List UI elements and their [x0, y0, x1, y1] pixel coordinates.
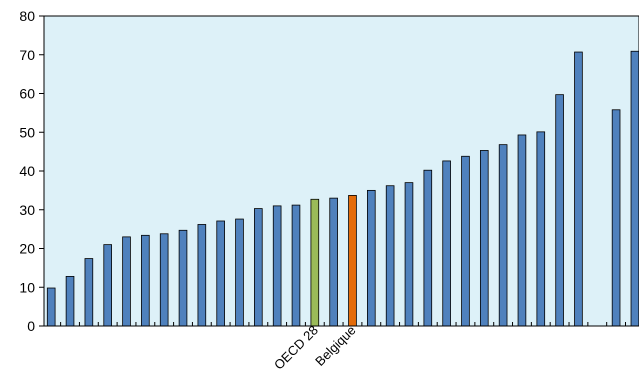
bar [291, 204, 301, 327]
bar [517, 134, 527, 327]
y-tick-label: 30 [19, 202, 35, 218]
bar [84, 258, 94, 327]
bar [348, 195, 357, 327]
bar [65, 275, 75, 327]
y-tick-label: 80 [19, 8, 35, 24]
bar [103, 244, 112, 327]
bar [423, 169, 433, 327]
y-tick-label: 50 [19, 124, 35, 140]
bar [479, 150, 489, 327]
x-ticks-layer [60, 322, 627, 326]
x-category-label: OECD 28 [271, 323, 321, 373]
bar [141, 234, 150, 327]
bar [611, 109, 621, 327]
bar [235, 218, 244, 327]
y-tick-label: 60 [19, 86, 35, 102]
bar [46, 287, 56, 327]
bar [216, 220, 225, 327]
y-tick-label: 20 [19, 241, 35, 257]
bar [367, 189, 376, 327]
bar [197, 224, 207, 327]
bar [536, 131, 546, 327]
y-tick-label: 10 [19, 279, 35, 295]
y-tick-label: 0 [27, 318, 35, 334]
bar [310, 198, 320, 327]
y-tick-label: 40 [19, 163, 35, 179]
bar [461, 155, 470, 327]
plot-background [44, 16, 639, 326]
bar [555, 94, 564, 327]
bars-layer [46, 50, 639, 327]
bar [574, 51, 583, 327]
bar [178, 229, 188, 327]
bar [159, 233, 169, 327]
bar [329, 197, 338, 327]
bar [498, 144, 508, 327]
bar [272, 205, 282, 327]
bar [630, 50, 639, 327]
y-axis: 0 10 20 30 40 50 60 70 80 [19, 8, 44, 334]
bar [404, 182, 414, 327]
y-tick-label: 70 [19, 47, 35, 63]
x-category-label: Belgique [312, 323, 358, 369]
bar [385, 185, 395, 327]
bar [442, 160, 451, 327]
bar [254, 208, 263, 327]
bar [122, 236, 131, 327]
